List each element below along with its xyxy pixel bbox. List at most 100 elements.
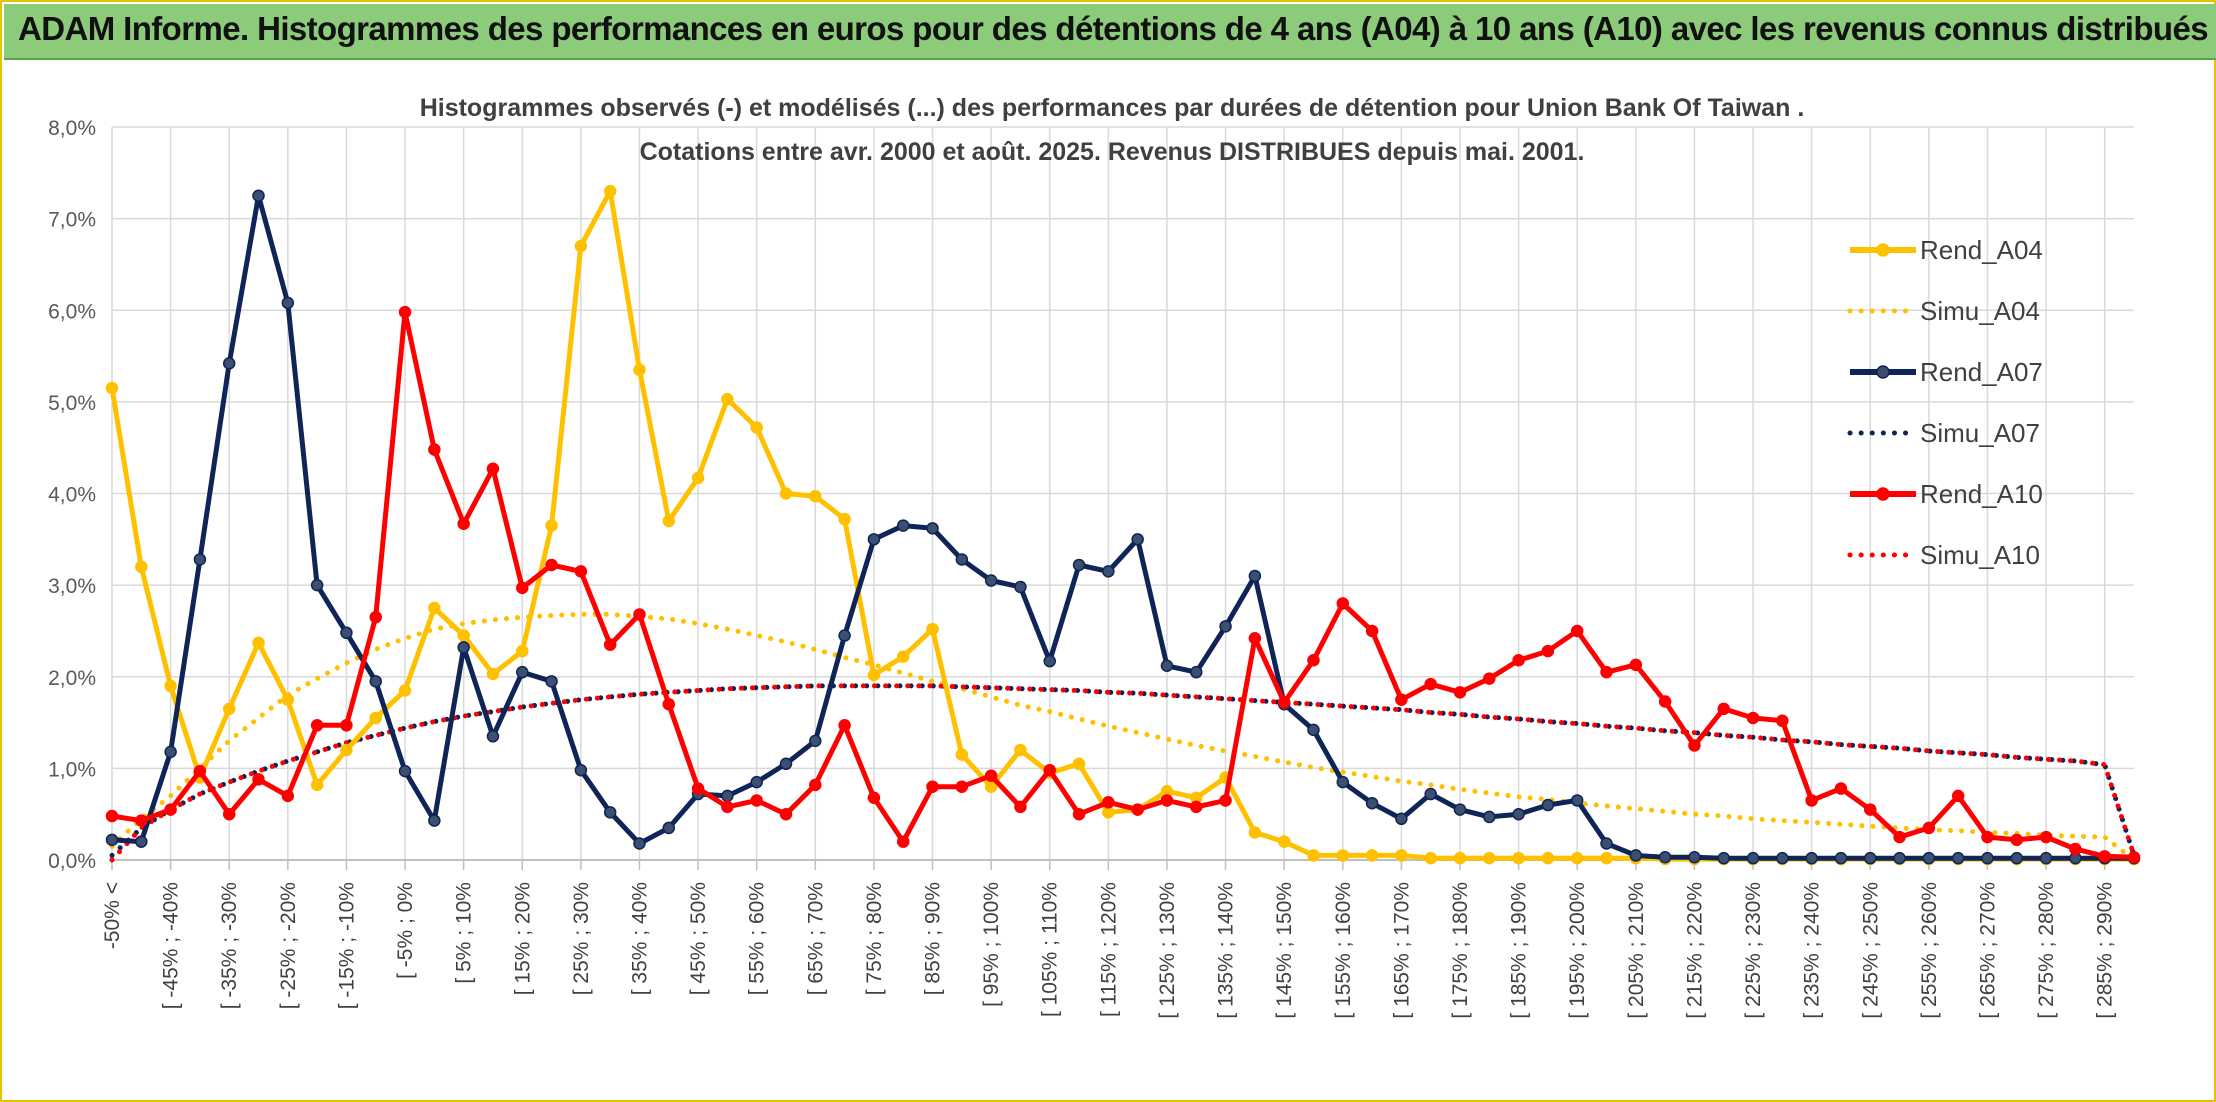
data-point xyxy=(691,471,705,485)
legend-item-rend-a10: Rend_A10 xyxy=(1850,479,2043,509)
data-point xyxy=(662,697,676,711)
data-point xyxy=(633,363,646,377)
data-point xyxy=(1570,851,1584,865)
x-tick-label: [ 185% ; 190% xyxy=(1508,882,1531,1019)
data-point xyxy=(486,462,500,476)
data-point xyxy=(1307,849,1320,862)
data-point xyxy=(603,184,617,198)
data-point xyxy=(1570,624,1584,638)
data-point xyxy=(633,837,646,850)
data-point xyxy=(926,622,939,636)
y-tick-label: 8,0% xyxy=(48,117,96,140)
data-point xyxy=(1424,787,1437,801)
y-tick-label: 6,0% xyxy=(48,300,96,323)
data-point xyxy=(1483,672,1496,685)
data-point xyxy=(750,775,763,789)
data-point xyxy=(1864,803,1877,816)
x-tick-label: [ 75% ; 80% xyxy=(863,882,886,995)
data-point xyxy=(896,519,910,532)
data-point xyxy=(1190,800,1203,814)
x-tick-label: [ 145% ; 150% xyxy=(1273,882,1296,1019)
data-point xyxy=(721,789,734,803)
data-point xyxy=(164,745,177,759)
data-point xyxy=(340,719,353,732)
data-point xyxy=(281,296,295,310)
data-point xyxy=(1570,794,1584,807)
legend-label: Rend_A07 xyxy=(1920,357,2043,387)
data-point xyxy=(164,803,177,816)
data-point xyxy=(1395,693,1408,706)
x-tick-label: [ -25% ; -20% xyxy=(277,882,300,1009)
x-tick-label: [ 125% ; 130% xyxy=(1156,882,1179,1019)
legend-item-rend-a04: Rend_A04 xyxy=(1850,235,2043,265)
data-point xyxy=(105,809,119,823)
x-tick-label: [ 5% ; 10% xyxy=(453,882,476,984)
data-point xyxy=(428,443,441,456)
x-tick-label: [ 155% ; 160% xyxy=(1332,882,1355,1019)
data-point xyxy=(1951,851,1965,865)
data-point xyxy=(135,560,148,574)
data-point xyxy=(1336,597,1350,610)
data-point xyxy=(1717,702,1730,716)
data-point xyxy=(1864,851,1877,865)
data-point xyxy=(1307,654,1320,667)
data-point xyxy=(1014,580,1027,594)
data-point xyxy=(545,558,558,572)
x-tick-label: [ 65% ; 70% xyxy=(804,882,827,995)
data-point xyxy=(222,357,236,370)
data-point xyxy=(1072,807,1086,821)
data-point xyxy=(1365,849,1379,862)
data-point xyxy=(867,533,881,546)
data-point xyxy=(2127,851,2141,864)
x-tick-label: [ 175% ; 180% xyxy=(1449,882,1472,1019)
x-tick-label: [ -45% ; -40% xyxy=(160,882,183,1009)
data-point xyxy=(1629,849,1643,862)
data-point xyxy=(1688,739,1701,752)
data-point xyxy=(486,730,500,743)
data-point xyxy=(838,512,851,526)
data-point xyxy=(398,684,412,697)
x-tick-label: [ 115% ; 120% xyxy=(1097,882,1120,1017)
series-rend-a07 xyxy=(105,189,2141,865)
legend: Rend_A04 Simu_A04 Rend_A07 Simu_A07 Rend_A10… xyxy=(1847,235,2043,570)
data-point xyxy=(867,668,881,682)
data-point xyxy=(310,719,324,732)
x-tick-label: [ 45% ; 50% xyxy=(687,882,710,995)
data-point xyxy=(340,743,353,757)
data-point xyxy=(1951,789,1965,803)
series-rend-a10 xyxy=(105,305,2141,864)
data-point xyxy=(1922,821,1936,835)
y-tick-label: 2,0% xyxy=(48,667,96,690)
data-point xyxy=(2039,830,2053,844)
data-point xyxy=(574,239,588,253)
data-point xyxy=(1277,835,1291,848)
data-point xyxy=(838,629,851,642)
data-point xyxy=(1072,757,1086,771)
data-point xyxy=(1131,533,1144,546)
x-tick-label: [ 265% ; 270% xyxy=(1976,882,1999,1019)
x-tick-label: [ 195% ; 200% xyxy=(1566,882,1589,1019)
data-point xyxy=(1219,794,1232,807)
x-tick-label: [ 55% ; 60% xyxy=(746,882,769,995)
data-point xyxy=(2069,842,2082,856)
data-point xyxy=(1834,782,1848,795)
x-tick-label: [ 25% ; 30% xyxy=(570,882,593,995)
series-line xyxy=(111,309,2135,860)
data-point xyxy=(1600,665,1613,679)
data-point xyxy=(750,421,763,434)
data-point xyxy=(1658,695,1672,708)
data-point xyxy=(1629,658,1643,672)
legend-marker xyxy=(1876,365,1890,379)
data-point xyxy=(955,748,969,761)
data-point xyxy=(252,636,265,650)
series-simu-a10 xyxy=(109,683,2137,863)
data-point xyxy=(1160,794,1174,807)
legend-label: Simu_A07 xyxy=(1920,418,2040,448)
data-point xyxy=(896,835,910,848)
data-point xyxy=(1453,686,1467,699)
series-line xyxy=(109,683,2137,858)
data-point xyxy=(779,807,793,821)
data-point xyxy=(1658,851,1672,864)
data-point xyxy=(105,833,119,847)
report-title: ADAM Informe. Histogrammes des performan… xyxy=(18,10,2209,47)
